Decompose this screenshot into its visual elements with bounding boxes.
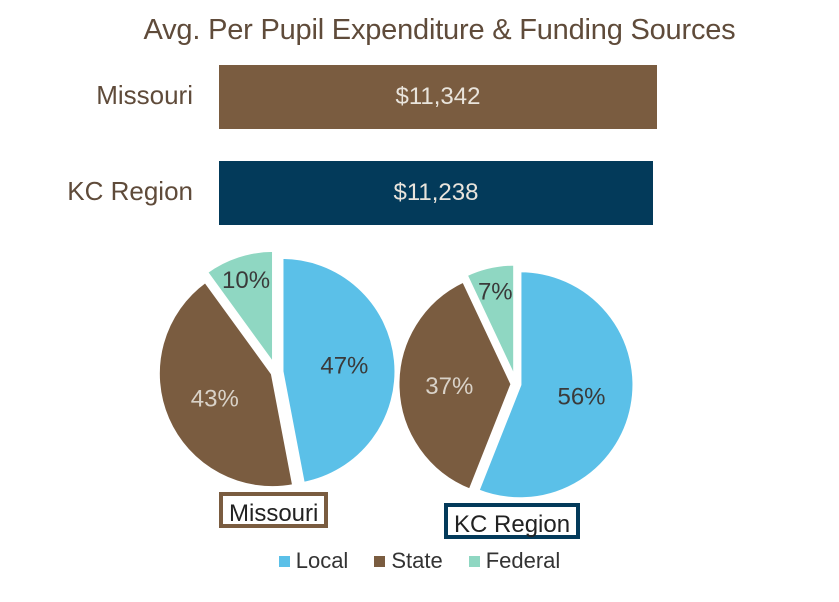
legend-swatch-federal: [468, 555, 480, 567]
pie-label-missouri-federal: 10%: [222, 267, 270, 294]
pie-slice-missouri-state: [156, 279, 296, 490]
bar-value-label-missouri: $11,342: [395, 83, 481, 110]
legend-item-federal: Federal: [468, 548, 561, 574]
legend-label-local: Local: [295, 548, 349, 573]
legend-label-state: State: [391, 548, 443, 573]
legend: Local State Federal: [0, 548, 839, 574]
pie-caption-missouri: Missouri: [219, 492, 329, 528]
legend-swatch-local: [278, 555, 290, 567]
pie-slice-kc-region-federal: [464, 262, 517, 379]
bar-category-kc-region: KC Region: [67, 176, 193, 206]
pie-label-kc-region-state: 37%: [425, 373, 473, 400]
pie-slice-kc-region-state: [396, 278, 514, 493]
legend-item-state: State: [374, 548, 443, 574]
pie-slice-kc-region-local: [476, 269, 636, 501]
bar-missouri: $11,342: [219, 65, 657, 129]
bar-value-label-kc-region: $11,238: [393, 179, 479, 206]
pie-label-kc-region-local: 56%: [557, 383, 605, 410]
pie-label-missouri-local: 47%: [320, 353, 368, 380]
bar-kc-region: $11,238: [219, 161, 653, 225]
pie-slice-missouri-local: [280, 255, 398, 486]
legend-item-local: Local: [278, 548, 349, 574]
pie-slice-missouri-federal: [204, 248, 276, 370]
pie-caption-kc-region: KC Region: [444, 503, 581, 539]
legend-label-federal: Federal: [485, 548, 561, 573]
chart-title: Avg. Per Pupil Expenditure & Funding Sou…: [143, 14, 736, 46]
pie-label-kc-region-federal: 7%: [478, 278, 513, 305]
pie-label-missouri-state: 43%: [191, 385, 239, 412]
legend-swatch-state: [374, 555, 386, 567]
bar-category-missouri: Missouri: [96, 80, 193, 110]
